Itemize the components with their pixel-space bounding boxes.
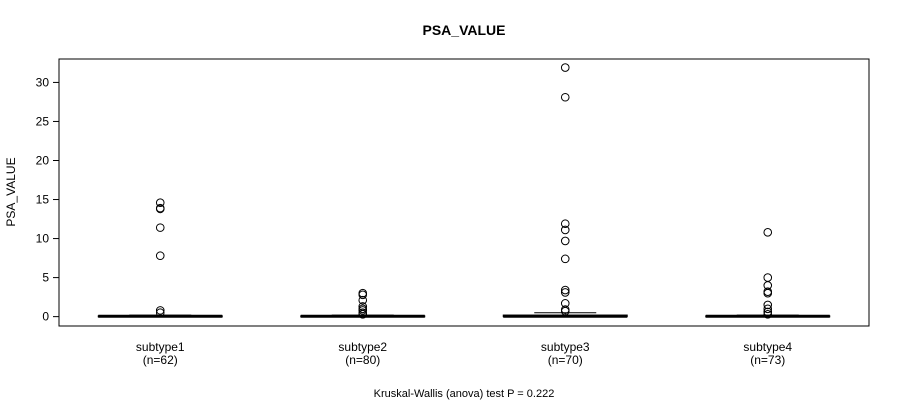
y-tick-label: 5 — [42, 271, 49, 285]
outlier-point — [763, 288, 773, 298]
outlier-point — [763, 307, 773, 317]
outlier-point — [358, 290, 368, 300]
outlier-point — [155, 223, 165, 232]
y-tick-label: 10 — [36, 232, 50, 246]
y-tick-label: 15 — [36, 193, 50, 207]
box-subtype3 — [502, 63, 628, 318]
x-tick-label: subtype1 — [136, 340, 185, 354]
y-tick-label: 0 — [42, 310, 49, 324]
y-axis: 0 5 10 15 20 25 30 — [36, 75, 60, 324]
x-sample-size-label: (n=70) — [548, 353, 583, 367]
x-sample-size-label: (n=62) — [143, 353, 178, 367]
x-tick-label: subtype2 — [338, 340, 387, 354]
chart-title: PSA_VALUE — [423, 22, 506, 38]
box-subtype1 — [97, 198, 223, 318]
box-subtype4 — [705, 228, 831, 319]
plot-frame — [58, 58, 870, 327]
outlier-point — [560, 92, 570, 102]
x-axis-labels: subtype1(n=62)subtype2(n=80)subtype3(n=7… — [136, 340, 793, 367]
outlier-point — [155, 306, 165, 315]
outlier-point — [763, 300, 773, 310]
outlier-point — [560, 236, 570, 246]
x-sample-size-label: (n=80) — [345, 353, 380, 367]
outlier-point — [155, 308, 165, 318]
outlier-point — [560, 288, 570, 297]
y-axis-label: PSA_VALUE — [4, 157, 18, 226]
outlier-point — [560, 254, 570, 264]
box-group-layer — [97, 63, 831, 319]
outlier-point — [763, 304, 773, 314]
outlier-point — [560, 225, 570, 235]
outlier-point — [560, 63, 570, 72]
y-tick-label: 30 — [36, 75, 50, 89]
outlier-point — [763, 309, 773, 319]
test-statistic-label: Kruskal-Wallis (anova) test P = 0.222 — [374, 388, 555, 400]
outlier-point — [560, 219, 570, 229]
outlier-point — [560, 285, 570, 295]
y-tick-label: 25 — [36, 114, 50, 128]
outlier-point — [560, 306, 570, 316]
outlier-point — [358, 295, 368, 305]
outlier-point — [155, 204, 165, 214]
box-subtype2 — [300, 288, 426, 319]
outlier-point — [763, 273, 773, 282]
x-sample-size-label: (n=73) — [750, 353, 785, 367]
x-tick-label: subtype3 — [541, 340, 590, 354]
outlier-point — [358, 309, 368, 319]
outlier-point — [155, 251, 165, 261]
outlier-point — [763, 228, 773, 237]
outlier-point — [155, 198, 165, 207]
outlier-point — [358, 306, 368, 315]
x-tick-label: subtype4 — [743, 340, 792, 354]
y-tick-label: 20 — [36, 153, 50, 167]
